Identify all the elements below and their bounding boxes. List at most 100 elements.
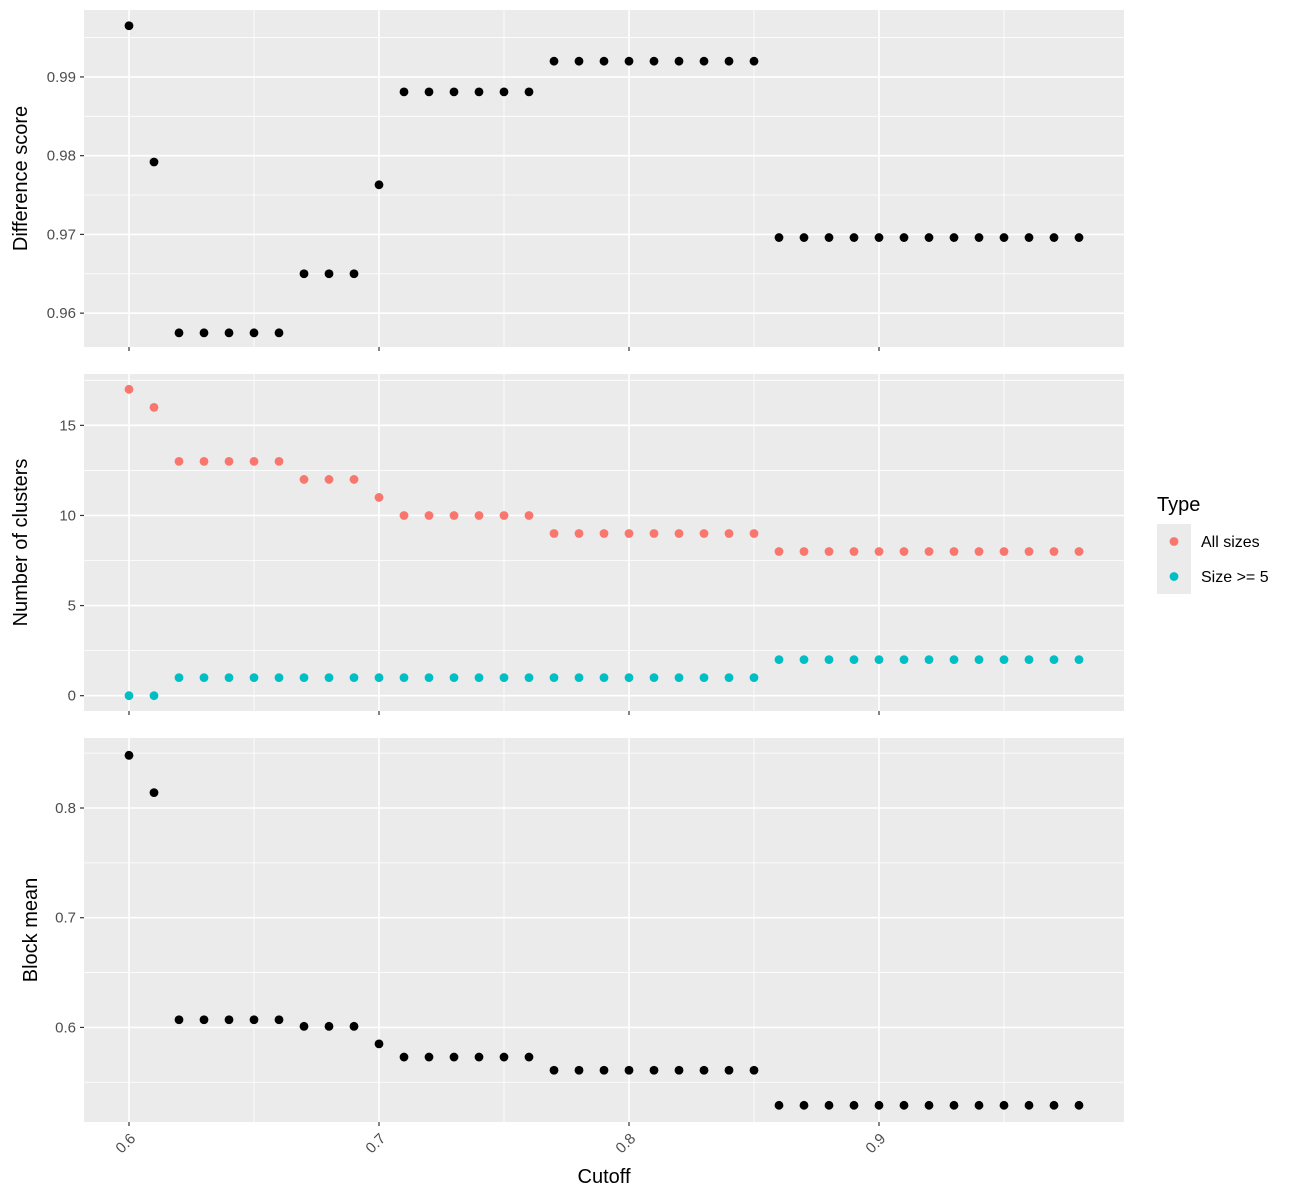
data-point — [249, 457, 259, 466]
panel-3: 0.6 0.7 0.8 0.6 0.7 0.8 0.9 Block mean Cutoff — [20, 738, 1124, 1188]
data-point — [649, 56, 659, 66]
data-point — [649, 673, 659, 683]
data-point — [1024, 233, 1034, 242]
data-point — [549, 56, 559, 66]
data-point — [199, 673, 209, 683]
data-point — [399, 1052, 409, 1062]
panel-background — [84, 10, 1124, 347]
data-point — [774, 547, 784, 556]
y-tick-label: 0.98 — [47, 148, 76, 165]
y-tick-label: 0 — [68, 688, 76, 705]
data-point — [449, 1052, 459, 1062]
data-point — [749, 56, 759, 66]
data-point — [649, 1065, 659, 1075]
data-point — [549, 673, 559, 683]
legend-marker — [1169, 572, 1179, 581]
data-point — [274, 457, 284, 466]
data-point — [599, 673, 609, 683]
data-point — [874, 1100, 884, 1110]
data-point — [774, 655, 784, 665]
data-point — [899, 1100, 909, 1110]
legend-label: All sizes — [1201, 534, 1260, 551]
data-point — [274, 328, 284, 338]
y-axis-title: Number of clusters — [10, 459, 32, 627]
data-point — [374, 180, 384, 190]
data-point — [824, 1100, 834, 1110]
data-point — [324, 673, 334, 683]
data-point — [1024, 655, 1034, 665]
data-point — [824, 655, 834, 665]
data-point — [849, 1100, 859, 1110]
data-point — [424, 673, 434, 683]
data-point — [974, 233, 984, 242]
data-point — [124, 750, 134, 760]
data-point — [949, 655, 959, 665]
data-point — [224, 457, 234, 466]
data-point — [1074, 547, 1084, 556]
data-point — [799, 655, 809, 665]
data-point — [874, 655, 884, 665]
data-point — [474, 87, 484, 97]
data-point — [924, 233, 934, 242]
data-point — [499, 673, 509, 683]
data-point — [174, 1015, 184, 1025]
data-point — [449, 511, 459, 520]
data-point — [1024, 547, 1034, 556]
data-point — [999, 547, 1009, 556]
data-point — [1074, 233, 1084, 242]
data-point — [799, 1100, 809, 1110]
data-point — [899, 547, 909, 556]
legend: Type All sizes Size >= 5 — [1157, 494, 1269, 594]
data-point — [599, 56, 609, 66]
data-point — [399, 673, 409, 683]
x-tick-label: 0.6 — [112, 1130, 139, 1157]
data-point — [899, 233, 909, 242]
data-point — [424, 87, 434, 97]
data-point — [699, 56, 709, 66]
data-point — [924, 655, 934, 665]
data-point — [474, 1052, 484, 1062]
data-point — [924, 547, 934, 556]
data-point — [749, 1065, 759, 1075]
data-point — [174, 457, 184, 466]
data-point — [374, 673, 384, 683]
data-point — [349, 269, 359, 279]
data-point — [674, 1065, 684, 1075]
series-1 — [124, 21, 1084, 338]
data-point — [874, 233, 884, 242]
x-tick-label: 0.9 — [862, 1130, 889, 1157]
data-point — [749, 529, 759, 538]
data-point — [824, 233, 834, 242]
data-point — [424, 511, 434, 520]
data-point — [899, 655, 909, 665]
data-point — [424, 1052, 434, 1062]
data-point — [1049, 1100, 1059, 1110]
data-point — [674, 56, 684, 66]
data-point — [724, 56, 734, 66]
data-point — [924, 1100, 934, 1110]
data-point — [849, 233, 859, 242]
series-2 — [124, 655, 1084, 701]
data-point — [199, 1015, 209, 1025]
data-point — [624, 56, 634, 66]
data-point — [149, 788, 159, 798]
data-point — [499, 87, 509, 97]
data-point — [124, 384, 134, 394]
data-point — [499, 1052, 509, 1062]
data-point — [249, 1015, 259, 1025]
data-point — [874, 547, 884, 556]
data-point — [699, 673, 709, 683]
data-point — [324, 269, 334, 279]
data-point — [699, 529, 709, 538]
data-point — [1074, 1100, 1084, 1110]
data-point — [824, 547, 834, 556]
y-axis-title: Block mean — [20, 878, 42, 983]
data-point — [549, 1065, 559, 1075]
x-tick-label: 0.7 — [362, 1130, 389, 1157]
data-point — [349, 475, 359, 484]
data-point — [724, 529, 734, 538]
data-point — [274, 673, 284, 683]
data-point — [999, 1100, 1009, 1110]
y-tick-label: 0.8 — [55, 800, 76, 817]
